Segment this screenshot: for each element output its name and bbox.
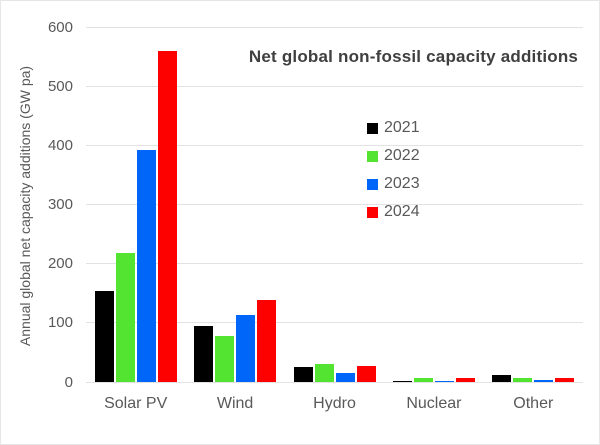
x-category-label-solar-pv: Solar PV [104,395,168,412]
bar-solar-pv-2021 [94,291,114,382]
legend-swatch-2022 [367,150,378,162]
y-tick-label-400: 400 [47,136,73,154]
legend-swatch-2024 [367,206,378,218]
legend-item-2023: 2023 [367,170,420,198]
gridline-300 [86,204,583,205]
legend-item-2022: 2022 [367,142,420,170]
bar-wind-2024 [257,299,277,382]
legend: 2021 2022 2023 2024 [367,114,420,226]
bar-wind-2021 [194,325,214,382]
gridline-100 [86,322,583,324]
legend-label-2023: 2023 [384,175,420,192]
y-tick-label-200: 200 [47,255,73,273]
bar-solar-pv-2023 [136,150,156,382]
gridline-600 [86,26,583,28]
legend-label-2022: 2022 [384,147,420,164]
bar-nuclear-2023 [434,380,454,382]
legend-swatch-2021 [367,122,378,134]
legend-item-2021: 2021 [367,114,420,142]
legend-item-2024: 2024 [367,198,420,226]
bar-nuclear-2021 [392,380,412,382]
legend-swatch-2023 [367,178,378,190]
legend-label-2021: 2021 [384,119,420,136]
bar-nuclear-2022 [413,378,433,382]
gridline-400 [86,144,583,146]
y-tick-label-500: 500 [47,77,73,95]
bar-solar-pv-2024 [157,50,177,382]
x-category-label-nuclear: Nuclear [406,395,462,412]
y-tick-label-0: 0 [64,373,73,391]
x-category-label-wind: Wind [216,395,254,412]
bar-hydro-2022 [314,364,334,382]
bar-hydro-2024 [356,366,376,382]
gridline-0 [86,381,583,383]
bar-other-2023 [534,379,554,382]
bar-other-2021 [492,375,512,382]
gridline-200 [86,263,583,265]
bar-hydro-2021 [293,367,313,382]
bar-wind-2023 [236,314,256,382]
y-tick-label-600: 600 [47,18,73,36]
legend-label-2024: 2024 [384,203,420,220]
x-category-label-other: Other [513,395,554,412]
chart-title: Net global non-fossil capacity additions [248,47,579,66]
y-tick-label-100: 100 [47,314,73,332]
bar-other-2024 [555,378,575,382]
bar-hydro-2023 [335,372,355,382]
gridline-500 [86,85,583,87]
bar-nuclear-2024 [455,378,475,382]
bar-solar-pv-2022 [115,253,135,382]
bar-wind-2022 [215,336,235,382]
y-tick-label-300: 300 [47,196,73,213]
x-category-label-hydro: Hydro [313,395,356,412]
bar-other-2022 [513,377,533,382]
